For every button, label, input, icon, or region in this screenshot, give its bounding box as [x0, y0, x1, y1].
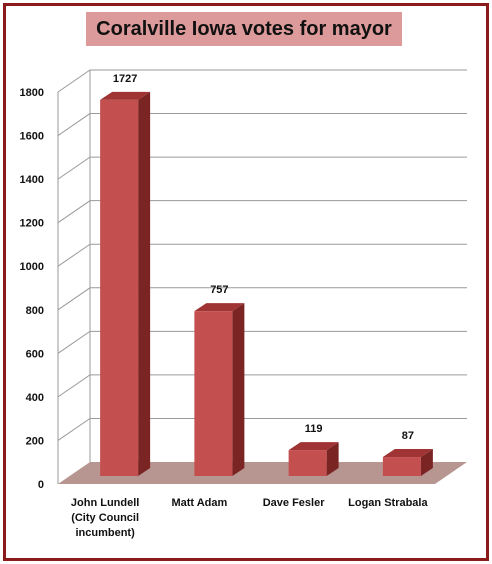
x-category-label-line: John Lundell	[71, 497, 139, 509]
y-tick-label: 0	[38, 479, 44, 491]
bar-side	[420, 449, 433, 476]
y-tick-label: 1600	[20, 131, 44, 143]
gridline	[57, 113, 467, 136]
x-category-label: John Lundell (City Council incumbent)	[71, 497, 139, 539]
bar	[288, 450, 327, 476]
y-tick-label: 200	[26, 435, 44, 447]
bar-side	[138, 91, 151, 477]
x-category-label-line: Dave Fesler	[263, 497, 325, 509]
bar-top	[100, 91, 151, 100]
data-label: 1727	[113, 73, 137, 85]
y-tick-label: 600	[26, 348, 44, 360]
gridline	[57, 287, 467, 311]
chart-floor	[58, 462, 467, 484]
bar	[382, 457, 421, 476]
gridline	[57, 243, 467, 267]
x-category-label-line: incumbent)	[75, 527, 135, 539]
gridline	[57, 374, 467, 398]
gridline	[57, 330, 467, 354]
gridline	[57, 156, 467, 180]
x-category-label: Logan Strabala	[348, 497, 428, 509]
x-category-label: Dave Fesler	[263, 497, 325, 509]
bar-side	[326, 442, 339, 476]
bar	[194, 311, 233, 476]
bar-side	[232, 303, 245, 476]
x-category-label-line: (City Council	[71, 512, 139, 524]
bar	[100, 99, 139, 477]
x-category-label-line: Logan Strabala	[348, 497, 428, 509]
y-tick-label: 800	[26, 305, 44, 317]
gridline	[57, 200, 467, 224]
data-label: 119	[305, 423, 323, 435]
y-tick-label: 1800	[20, 87, 44, 99]
bar-top	[382, 449, 433, 458]
x-category-label-line: Matt Adam	[171, 497, 227, 509]
gridline	[57, 69, 467, 93]
data-label: 87	[402, 430, 414, 442]
gridline	[57, 417, 467, 441]
y-tick-label: 1400	[20, 174, 44, 186]
x-category-label: Matt Adam	[171, 497, 227, 509]
y-tick-label: 1000	[20, 261, 44, 273]
y-tick-label: 1200	[20, 218, 44, 230]
y-tick-label: 400	[26, 392, 44, 404]
data-label: 757	[210, 284, 228, 296]
bar-top	[288, 442, 339, 451]
bar-top	[194, 303, 245, 312]
chart-title: Coralville Iowa votes for mayor	[86, 12, 402, 46]
